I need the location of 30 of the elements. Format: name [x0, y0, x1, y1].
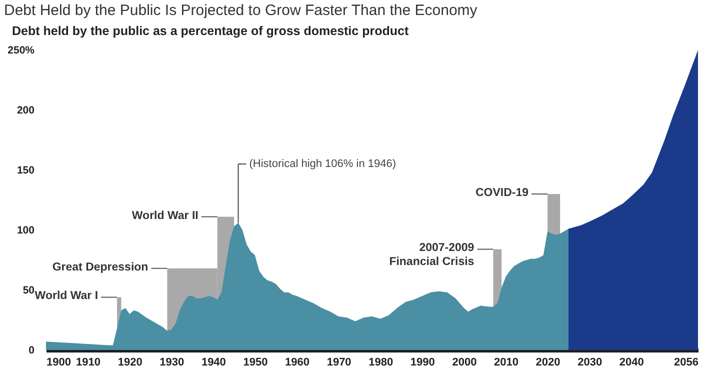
band-label: Great Depression: [52, 261, 148, 274]
x-tick-label: 1940: [201, 356, 226, 368]
chart-title: Debt Held by the Public Is Projected to Grow Faster Than the Economy: [3, 1, 478, 21]
x-tick-label: 1960: [285, 356, 310, 368]
x-tick-label: 1900: [46, 356, 71, 368]
y-tick-label: 250%: [8, 44, 36, 56]
y-tick-label: 0: [28, 344, 35, 356]
x-tick-label: 2000: [452, 356, 477, 368]
x-tick-label: 1950: [243, 356, 268, 368]
band-label: 2007-2009 Financial Crisis: [389, 242, 474, 268]
x-tick-label: 2020: [536, 356, 560, 368]
x-tick-label: 2030: [578, 356, 602, 368]
x-tick-label: 1980: [368, 356, 394, 368]
y-tick-label: 200: [16, 104, 35, 116]
x-tick-label: 1990: [410, 356, 435, 368]
y-tick-label: 100: [16, 224, 35, 236]
band-label: World War II: [132, 210, 198, 222]
annotation: (Historical high 106% in 1946): [249, 158, 396, 170]
chart-subtitle: Debt held by the public as a percentage of gross domestic product: [11, 23, 410, 40]
band-label: World War I: [34, 290, 98, 302]
x-tick-label: 1930: [160, 356, 184, 368]
x-tick-label: 2056: [674, 356, 698, 368]
y-tick-label: 150: [16, 164, 35, 176]
x-tick-label: 1910: [76, 356, 101, 368]
y-tick-label: 50: [22, 284, 35, 296]
x-tick-label: 2010: [494, 356, 518, 368]
x-tick-label: 1920: [118, 356, 142, 368]
band-label: COVID-19: [475, 187, 529, 199]
x-tick-label: 2040: [619, 356, 644, 368]
x-tick-label: 1970: [326, 356, 352, 368]
